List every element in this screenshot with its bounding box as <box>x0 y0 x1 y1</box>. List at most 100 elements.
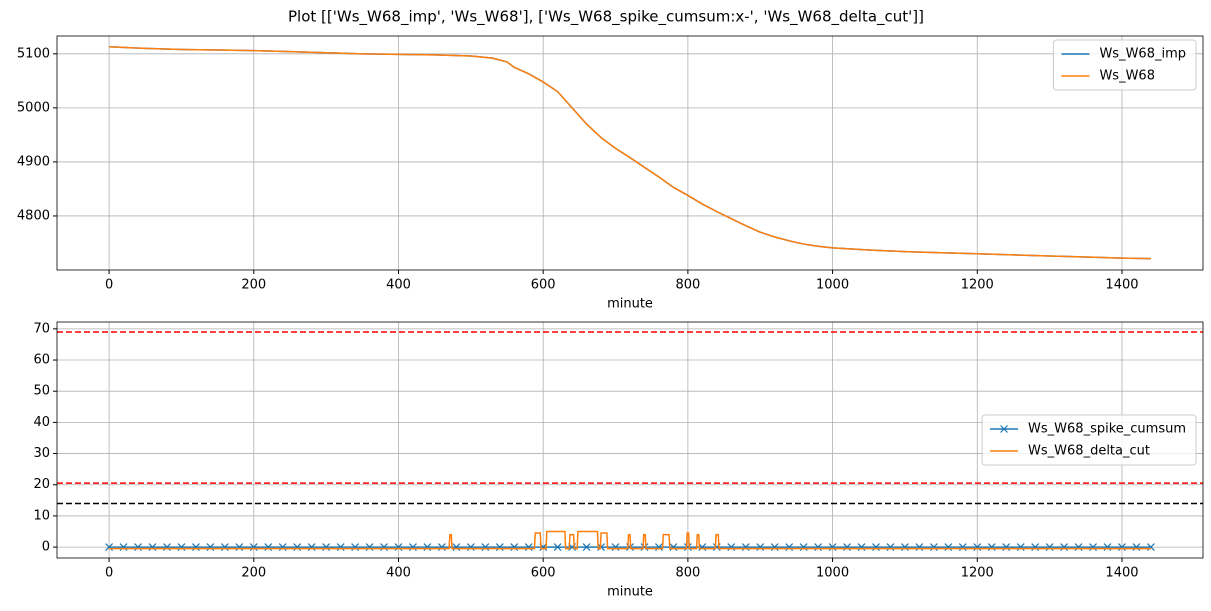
legend-label: Ws_W68 <box>1099 69 1155 84</box>
marker <box>307 543 316 552</box>
x-tick-label: 600 <box>531 278 556 293</box>
marker <box>481 543 490 552</box>
series-line <box>109 530 1151 550</box>
marker <box>148 543 157 552</box>
x-tick-label: 200 <box>241 566 266 581</box>
marker <box>900 543 909 552</box>
x-tick-label: 400 <box>386 278 411 293</box>
marker <box>770 543 779 552</box>
marker <box>105 543 114 552</box>
legend-box <box>1052 39 1197 91</box>
legend-marker <box>1000 425 1008 433</box>
marker <box>191 543 200 552</box>
x-tick-label: 400 <box>386 566 411 581</box>
marker <box>929 543 938 552</box>
marker <box>799 543 808 552</box>
legend-box <box>981 414 1197 466</box>
x-tick-label: 1000 <box>816 278 849 293</box>
marker <box>655 543 663 552</box>
axes-frame <box>56 35 1204 271</box>
marker <box>698 543 707 552</box>
marker <box>669 543 678 552</box>
legend-label: Ws_W68_imp <box>1099 47 1186 62</box>
marker <box>177 543 186 552</box>
marker <box>1016 543 1025 552</box>
marker <box>437 543 446 552</box>
marker <box>119 543 128 552</box>
marker <box>278 543 287 552</box>
marker <box>365 543 374 552</box>
marker <box>163 543 171 552</box>
marker <box>843 543 851 552</box>
marker <box>1045 543 1054 552</box>
marker <box>1089 543 1097 552</box>
marker <box>206 543 215 552</box>
marker <box>872 543 880 552</box>
legend-label: Ws_W68_spike_cumsum <box>1028 422 1186 437</box>
marker <box>1060 543 1069 552</box>
marker <box>336 543 345 552</box>
marker <box>1103 543 1112 552</box>
legend-label: Ws_W68_delta_cut <box>1028 444 1150 459</box>
marker <box>944 543 953 552</box>
y-tick-label: 70 <box>33 321 50 336</box>
figure-title: Plot [['Ws_W68_imp', 'Ws_W68'], ['Ws_W68… <box>288 8 924 27</box>
marker <box>756 543 765 552</box>
marker <box>814 543 823 552</box>
marker <box>394 543 403 552</box>
y-tick-label: 0 <box>42 540 50 555</box>
x-tick-label: 0 <box>105 566 113 581</box>
marker <box>1118 543 1126 552</box>
marker <box>886 543 895 552</box>
x-tick-label: 800 <box>675 278 700 293</box>
y-tick-label: 50 <box>33 384 50 399</box>
marker <box>958 543 967 552</box>
marker <box>495 543 504 552</box>
marker <box>973 543 982 552</box>
y-tick-label: 20 <box>33 477 50 492</box>
marker <box>915 543 924 552</box>
marker <box>683 543 692 552</box>
marker <box>423 543 432 552</box>
marker <box>134 543 142 552</box>
marker <box>727 543 736 552</box>
y-tick-label: 5000 <box>17 100 50 115</box>
x-axis-label: minute <box>607 585 653 600</box>
x-tick-label: 600 <box>531 566 556 581</box>
x-axis-label: minute <box>607 297 653 312</box>
y-tick-label: 4800 <box>17 208 50 223</box>
marker <box>582 543 591 552</box>
marker <box>466 543 475 552</box>
y-tick-label: 40 <box>33 415 50 430</box>
y-tick-label: 30 <box>33 446 50 461</box>
x-tick-label: 1400 <box>1105 566 1138 581</box>
y-tick-label: 4900 <box>17 154 50 169</box>
y-tick-label: 60 <box>33 353 50 368</box>
marker <box>828 543 837 552</box>
marker <box>1031 543 1040 552</box>
x-tick-label: 800 <box>675 566 700 581</box>
marker <box>322 543 331 552</box>
series-line <box>109 46 1151 260</box>
marker <box>741 543 750 552</box>
marker <box>1132 543 1141 552</box>
marker <box>1002 543 1011 552</box>
marker <box>264 543 273 552</box>
marker <box>524 543 533 552</box>
marker <box>553 543 562 552</box>
y-tick-label: 10 <box>33 508 50 523</box>
marker <box>1146 543 1155 552</box>
marker <box>1074 543 1083 552</box>
marker <box>409 543 417 552</box>
marker <box>785 543 794 552</box>
marker <box>220 543 229 552</box>
legend: Ws_W68_spike_cumsum Ws_W68_delta_cut <box>981 414 1197 466</box>
y-tick-label: 5100 <box>17 46 50 61</box>
marker <box>987 543 996 552</box>
x-tick-label: 1200 <box>961 278 994 293</box>
marker <box>351 543 360 552</box>
marker <box>452 543 461 552</box>
x-tick-label: 1200 <box>961 566 994 581</box>
x-tick-label: 200 <box>241 278 266 293</box>
